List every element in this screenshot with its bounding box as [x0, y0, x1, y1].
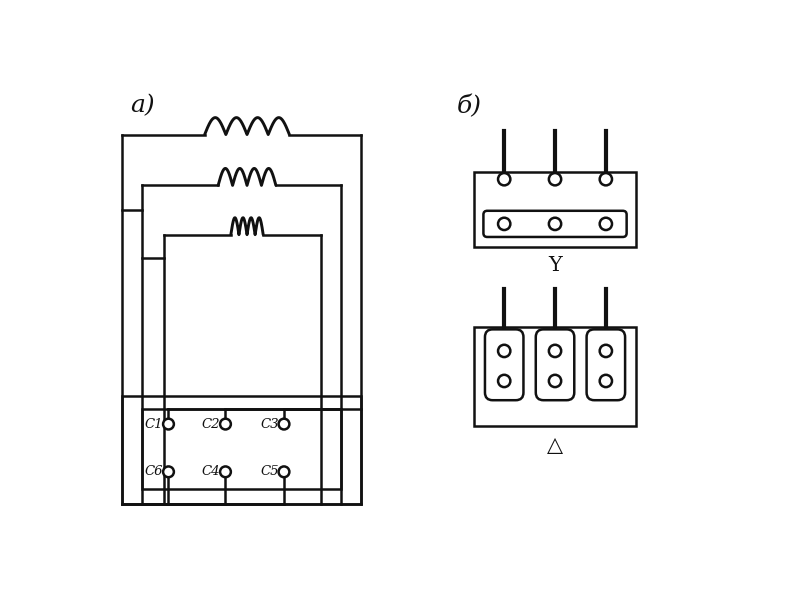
FancyBboxPatch shape: [536, 330, 574, 400]
Circle shape: [220, 419, 231, 429]
Circle shape: [498, 345, 510, 357]
Bar: [474, 171, 636, 247]
Circle shape: [163, 466, 174, 477]
Text: C2: C2: [201, 418, 220, 430]
Circle shape: [498, 218, 510, 230]
Circle shape: [600, 375, 612, 387]
Circle shape: [549, 218, 561, 230]
Circle shape: [600, 173, 612, 185]
Circle shape: [220, 466, 231, 477]
Circle shape: [498, 375, 510, 387]
Text: a): a): [130, 94, 155, 117]
Circle shape: [163, 419, 174, 429]
FancyBboxPatch shape: [587, 330, 625, 400]
Bar: [122, 396, 361, 504]
Circle shape: [600, 218, 612, 230]
Text: б): б): [457, 94, 481, 118]
Text: C4: C4: [201, 465, 220, 478]
Text: C5: C5: [260, 465, 279, 478]
Circle shape: [549, 345, 561, 357]
FancyBboxPatch shape: [483, 211, 626, 237]
Bar: [142, 409, 341, 489]
Circle shape: [549, 173, 561, 185]
Circle shape: [279, 466, 289, 477]
Text: Y: Y: [548, 256, 562, 275]
Bar: [474, 327, 636, 426]
Text: C1: C1: [145, 418, 163, 430]
Circle shape: [549, 375, 561, 387]
Circle shape: [279, 419, 289, 429]
Circle shape: [498, 173, 510, 185]
FancyBboxPatch shape: [485, 330, 524, 400]
Text: △: △: [547, 435, 563, 455]
Text: C6: C6: [145, 465, 163, 478]
Text: C3: C3: [260, 418, 279, 430]
Circle shape: [600, 345, 612, 357]
